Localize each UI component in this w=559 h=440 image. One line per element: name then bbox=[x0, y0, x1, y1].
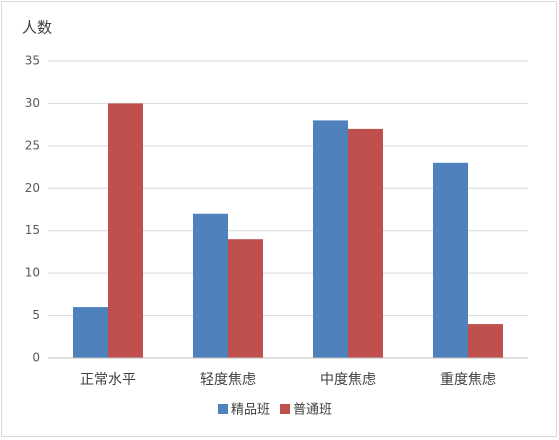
bar bbox=[348, 128, 383, 358]
x-tick-label: 中度焦虑 bbox=[320, 372, 376, 388]
y-tick-label: 10 bbox=[25, 266, 40, 280]
y-tick-label: 0 bbox=[32, 351, 40, 365]
bar bbox=[468, 324, 503, 358]
y-tick-label: 5 bbox=[32, 308, 40, 322]
bar bbox=[313, 120, 348, 359]
legend-swatch bbox=[218, 404, 228, 414]
legend-swatch bbox=[280, 404, 290, 414]
x-tick-label: 轻度焦虑 bbox=[200, 372, 256, 388]
bar bbox=[108, 103, 143, 358]
y-tick-label: 20 bbox=[25, 181, 40, 195]
y-tick-label: 30 bbox=[25, 96, 40, 110]
y-tick-label: 25 bbox=[25, 138, 40, 152]
legend-label: 精品班 bbox=[231, 403, 270, 418]
bar bbox=[228, 239, 263, 358]
y-tick-label: 35 bbox=[25, 54, 40, 68]
legend-label: 普通班 bbox=[293, 403, 332, 418]
x-tick-label: 重度焦虑 bbox=[440, 372, 496, 388]
y-axis-label: 人数 bbox=[22, 19, 52, 37]
x-tick-label: 正常水平 bbox=[80, 372, 136, 388]
bar bbox=[73, 307, 108, 358]
bar bbox=[433, 162, 468, 358]
y-tick-label: 15 bbox=[25, 223, 40, 237]
bar bbox=[193, 213, 228, 358]
